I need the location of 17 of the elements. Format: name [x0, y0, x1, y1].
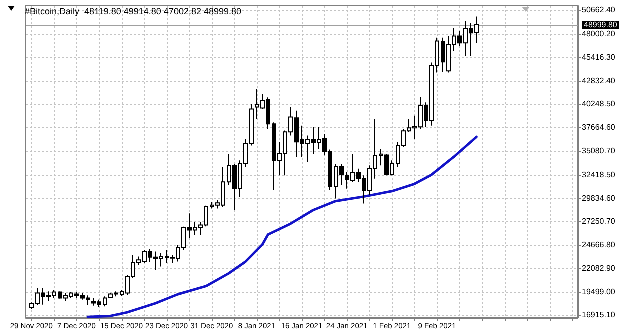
y-tick-label: 19499.00	[582, 287, 616, 296]
ref-line-label: 48999.80	[584, 20, 618, 30]
y-tick-label: 22082.90	[582, 264, 616, 273]
chart-title: #Bitcoin,Daily 48119.80 49914.80 47002.82 48999.80	[25, 6, 242, 16]
y-tick-label: 40248.50	[582, 100, 616, 109]
y-tick-label: 29834.60	[582, 194, 616, 203]
y-tick-label: 16915.10	[582, 310, 616, 320]
y-tick-label: 35080.70	[582, 146, 616, 156]
y-tick-label: 45416.30	[582, 52, 616, 62]
y-tick-label: 48000.20	[582, 30, 616, 39]
y-tick-label: 37664.60	[582, 123, 616, 132]
y-tick-label: 32418.50	[582, 170, 616, 180]
y-tick-label: 24666.80	[582, 240, 616, 250]
y-tick-label: 42832.40	[582, 76, 616, 86]
line-series	[86, 136, 478, 318]
y-tick-label: 27250.70	[582, 217, 616, 226]
y-tick-label: 50662.40	[582, 5, 616, 14]
